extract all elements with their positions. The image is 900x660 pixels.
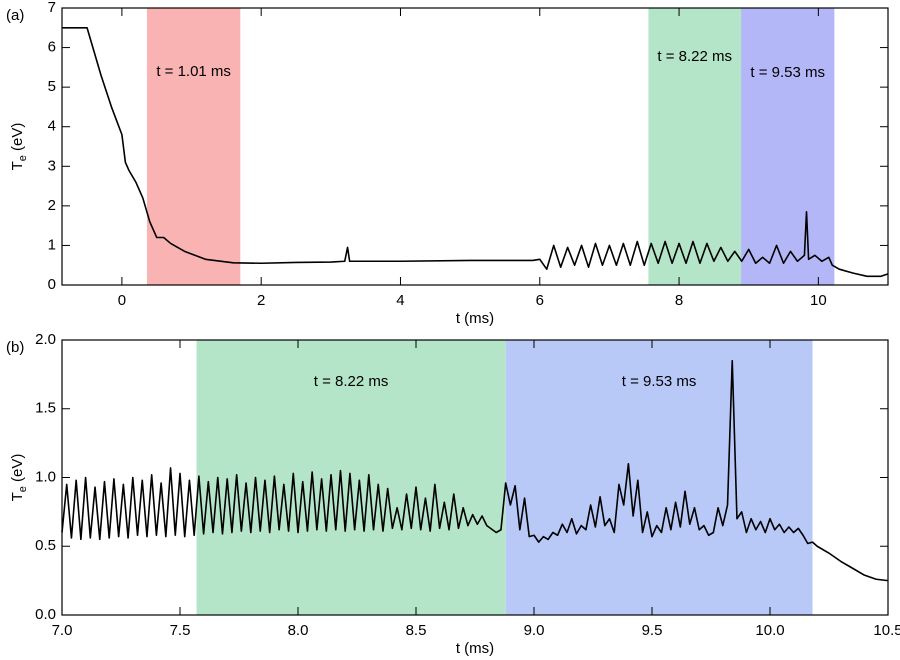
y-tick-label: 4 [48,118,56,135]
x-tick-label: 2 [257,292,265,309]
time-window [505,340,813,615]
x-tick-label: 4 [396,292,404,309]
te-trace [61,359,889,582]
y-tick-label: 3 [48,157,56,174]
window-label: t = 8.22 ms [657,48,732,65]
panel-label: (a) [6,7,24,24]
time-window [196,340,506,615]
plot-frame [61,7,889,286]
y-tick-label: 1.0 [35,468,56,485]
x-tick-label: 9.0 [524,622,545,639]
y-tick-label: 6 [48,39,56,56]
y-label-unit: (eV) [9,123,26,151]
x-tick-label: 7.5 [170,622,191,639]
panel-label: (b) [6,339,24,356]
window-label: t = 1.01 ms [156,63,231,80]
te-trace [62,26,889,278]
window-label: t = 8.22 ms [314,373,389,390]
x-axis-label: t (ms) [456,640,494,657]
y-label-base: T [9,161,26,170]
x-tick-label: 8.5 [406,622,427,639]
y-tick-label: 1 [48,236,56,253]
y-axis-label: Te (eV) [9,123,29,171]
x-tick-label: 8.0 [288,622,309,639]
y-tick-label: 0.0 [35,606,56,623]
y-tick-label: 5 [48,78,56,95]
time-window [648,8,742,285]
time-window [741,8,835,285]
x-tick-label: 0 [118,292,126,309]
x-tick-label: 10 [810,292,827,309]
time-window [146,8,241,285]
x-tick-label: 6 [536,292,544,309]
y-label-base: T [9,492,26,501]
y-tick-label: 2 [48,197,56,214]
y-axis-label: Te (eV) [9,454,29,502]
x-axis-label: t (ms) [456,310,494,327]
y-label-unit: (eV) [9,454,26,482]
x-tick-label: 9.5 [642,622,663,639]
window-label: t = 9.53 ms [750,64,825,81]
y-tick-label: 0.5 [35,537,56,554]
y-tick-label: 7 [48,0,56,16]
y-tick-label: 1.5 [35,400,56,417]
x-tick-label: 10.5 [873,622,900,639]
window-label: t = 9.53 ms [622,373,697,390]
x-tick-label: 7.0 [52,622,73,639]
y-label-sub: e [17,155,29,161]
y-label-sub: e [17,486,29,492]
x-tick-label: 10.0 [755,622,784,639]
y-tick-label: 0 [48,276,56,293]
x-tick-label: 8 [675,292,683,309]
y-tick-label: 2.0 [35,331,56,348]
